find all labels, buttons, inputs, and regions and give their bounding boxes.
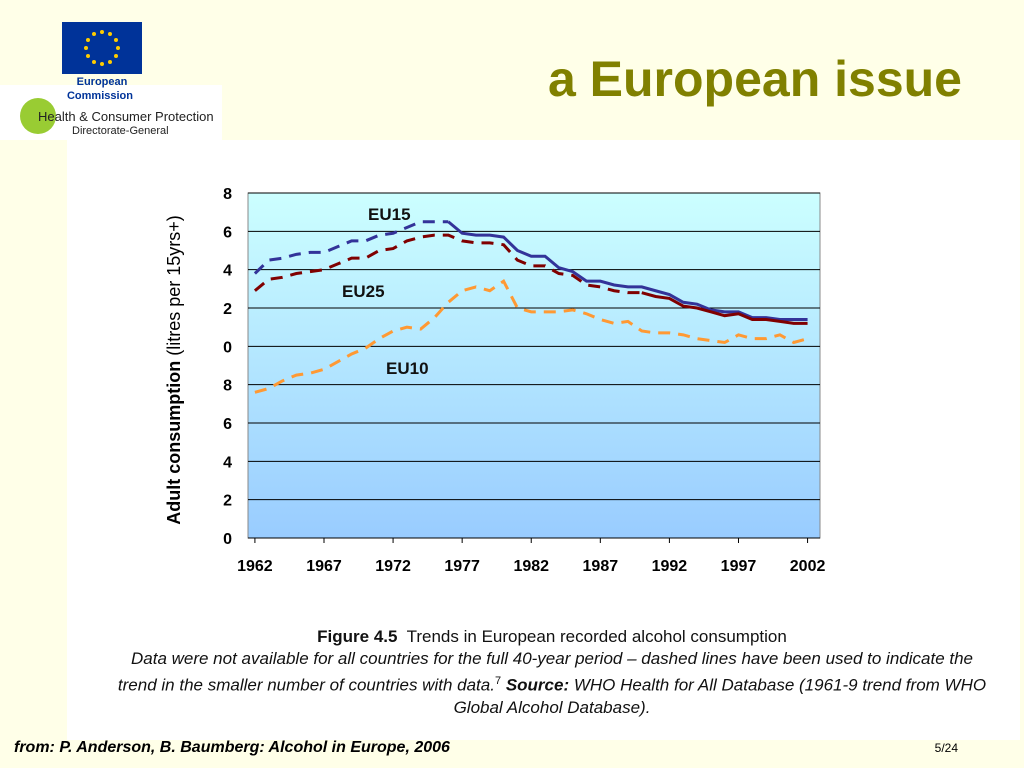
x-tick-label: 1987 [583, 558, 619, 575]
slide-title: a European issue [547, 51, 962, 107]
y-axis-label: Adult consumption (litres per 15yrs+) [164, 215, 184, 525]
x-tick-label: 1997 [721, 558, 757, 575]
series-line [254, 278, 808, 394]
series-line [641, 291, 808, 325]
caption-text: Data were not available for all countrie… [117, 649, 974, 695]
series-line [253, 233, 642, 295]
y-tick-label: 6 [223, 224, 232, 241]
logo-text: European [77, 76, 128, 88]
y-axis-label-bold: Adult consumption [164, 361, 184, 525]
y-tick-label: 2 [223, 493, 232, 510]
flag-stars [84, 30, 120, 66]
figure-number: Figure 4.5 [317, 627, 398, 646]
series-label: EU25 [342, 282, 385, 301]
y-tick-label: 8 [223, 186, 232, 203]
figure-title: Trends in European recorded alcohol cons… [406, 627, 787, 646]
footnote-ref: 7 [494, 675, 502, 687]
dg-logo-circle [20, 98, 56, 134]
source-label: Source: [505, 675, 570, 695]
x-tick-label: 1962 [237, 558, 273, 575]
logo-text: Commission [67, 90, 133, 102]
y-tick-label: 2 [223, 301, 232, 318]
y-tick-label: 8 [223, 378, 232, 395]
x-tick-label: 2002 [790, 558, 826, 575]
x-tick-label: 1972 [375, 558, 411, 575]
y-axis-label-rest: (litres per 15yrs+) [164, 215, 184, 356]
x-tick-label: 1982 [513, 558, 549, 575]
x-tick-label: 1977 [444, 558, 480, 575]
credit: from: P. Anderson, B. Baumberg: Alcohol … [14, 739, 450, 756]
series-label: EU10 [386, 359, 429, 378]
page-number: 5/24 [934, 741, 958, 755]
x-tick-label: 1992 [652, 558, 688, 575]
series-line [253, 220, 449, 275]
x-tick-label: 1967 [306, 558, 342, 575]
y-tick-label: 4 [223, 263, 232, 280]
plot-area [247, 192, 821, 539]
dg-sub: Directorate-General [72, 125, 169, 137]
figure-caption: Figure 4.5 Trends in European recorded a… [112, 626, 992, 719]
eu-flag [62, 22, 142, 74]
series-label: EU15 [368, 205, 411, 224]
y-tick-label: 4 [223, 454, 232, 471]
dg-name: Health & Consumer Protection [38, 109, 214, 124]
source-text: WHO Health for All Database (1961-9 tren… [453, 675, 987, 717]
y-tick-label: 0 [223, 339, 232, 356]
y-tick-label: 6 [223, 416, 232, 433]
series-line [447, 220, 808, 321]
y-tick-label: 0 [223, 531, 232, 548]
